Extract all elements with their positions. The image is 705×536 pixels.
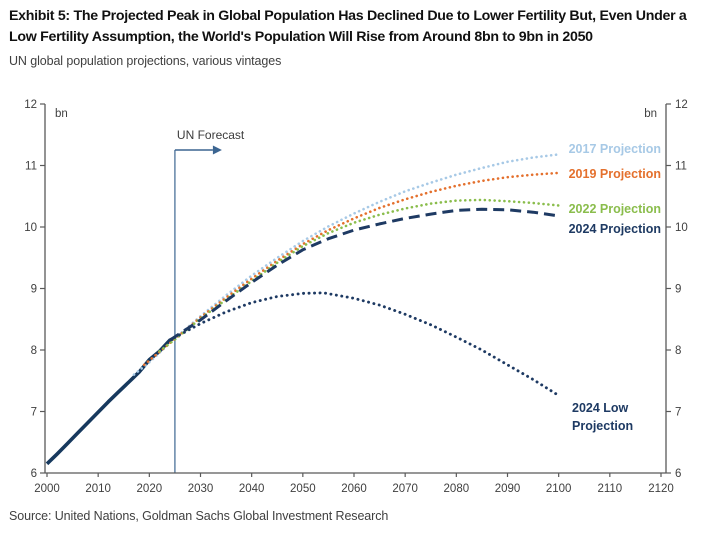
series-line-proj-2017 (132, 153, 560, 376)
source-note: Source: United Nations, Goldman Sachs Gl… (9, 509, 389, 523)
legend-label-proj-2022: 2022 Projection (569, 202, 661, 216)
legend-label-proj-2024-low: 2024 Low (572, 401, 629, 415)
y-tick-label-right: 11 (675, 161, 687, 173)
y-tick-label-left: 6 (31, 468, 37, 480)
y-tick-label-left: 12 (24, 99, 37, 111)
x-tick-label: 2060 (341, 483, 367, 495)
forecast-annotation-label: UN Forecast (177, 128, 245, 142)
x-tick-label: 2010 (85, 483, 111, 495)
legend-label-proj-2024-low: Projection (572, 419, 633, 433)
y-tick-label-right: 10 (675, 222, 688, 234)
series-line-proj-2024 (168, 207, 559, 342)
y-axis-unit-right: bn (644, 108, 657, 120)
x-tick-label: 2110 (597, 483, 622, 495)
x-tick-label: 2070 (392, 483, 418, 495)
y-tick-label-right: 6 (675, 468, 681, 480)
y-tick-label-left: 9 (31, 284, 37, 296)
chart-subtitle: UN global population projections, variou… (9, 54, 282, 68)
legend-label-proj-2024: 2024 Projection (569, 222, 661, 236)
x-tick-label: 2050 (290, 483, 316, 495)
forecast-arrow-head (212, 145, 222, 155)
legend-label-proj-2017: 2017 Projection (569, 142, 661, 156)
y-tick-label-left: 10 (24, 222, 37, 234)
y-tick-label-right: 7 (675, 407, 681, 419)
series-line-historical (45, 336, 176, 466)
x-tick-label: 2120 (648, 483, 674, 495)
x-tick-label: 2100 (546, 483, 572, 495)
x-tick-label: 2020 (137, 483, 163, 495)
x-tick-label: 2040 (239, 483, 265, 495)
x-tick-label: 2080 (444, 483, 470, 495)
y-tick-label-left: 8 (31, 345, 37, 357)
y-tick-label-left: 7 (31, 407, 37, 419)
series-line-proj-2024-low (168, 291, 561, 397)
x-tick-label: 2000 (34, 483, 60, 495)
x-tick-label: 2090 (495, 483, 521, 495)
y-tick-label-right: 12 (675, 99, 688, 111)
exhibit-title: Exhibit 5: The Projected Peak in Global … (9, 8, 687, 45)
series-line-proj-2022 (158, 198, 560, 353)
legend-label-proj-2019: 2019 Projection (569, 167, 661, 181)
y-tick-label-right: 8 (675, 345, 681, 357)
y-tick-label-right: 9 (675, 284, 681, 296)
series-line-proj-2019 (142, 171, 560, 367)
y-axis-unit-left: bn (55, 108, 68, 120)
x-tick-label: 2030 (188, 483, 214, 495)
y-tick-label-left: 11 (25, 161, 37, 173)
